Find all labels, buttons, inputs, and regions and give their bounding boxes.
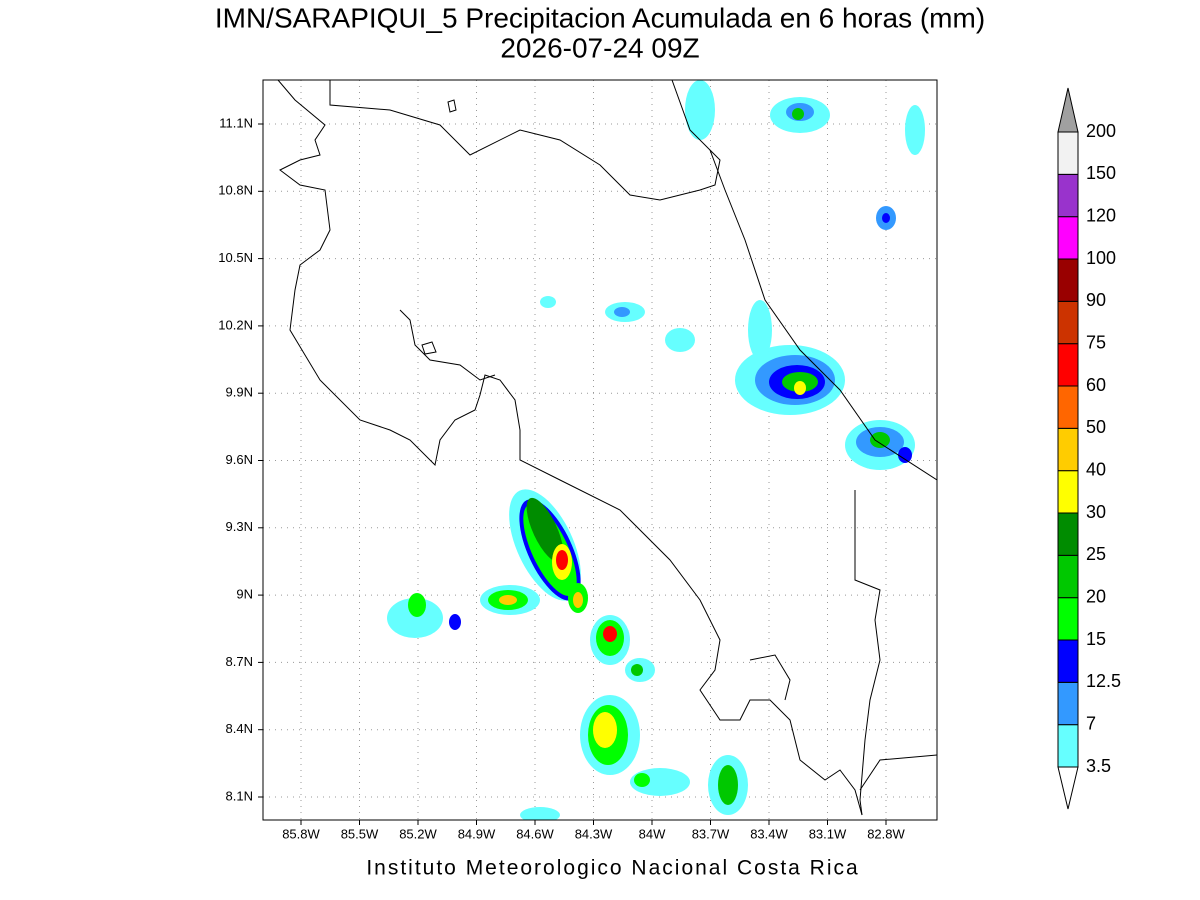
- lon-label: 84.9W: [458, 826, 496, 841]
- coastlines: [277, 80, 937, 816]
- colorbar-segment: [1057, 681, 1079, 726]
- grid: 85.8W 85.5W 85.2W 84.9W 84.6W 84.3W 84W 83.7W 83…: [218, 80, 937, 841]
- lon-label: 85.5W: [341, 826, 379, 841]
- colorbar-label: 100: [1086, 248, 1116, 268]
- colorbar-segment: [1057, 343, 1079, 387]
- subtitle: 2026-07-24 09Z: [500, 32, 699, 63]
- colorbar-label: 50: [1086, 417, 1106, 437]
- lon-label: 83.7W: [692, 826, 730, 841]
- lat-label: 8.4N: [226, 721, 253, 736]
- colorbar-segment: [1057, 131, 1079, 175]
- lon-label: 84W: [639, 826, 666, 841]
- colorbar-segment: [1057, 639, 1079, 683]
- footer: Instituto Meteorologico Nacional Costa R…: [366, 857, 859, 880]
- lat-label: 9N: [236, 587, 253, 602]
- lon-label: 84.6W: [516, 826, 554, 841]
- colorbar-segment: [1057, 173, 1079, 218]
- lat-label: 9.3N: [226, 519, 253, 534]
- colorbar-label: 75: [1086, 332, 1106, 352]
- lat-label: 8.1N: [226, 788, 253, 803]
- lat-label: 10.5N: [218, 250, 253, 265]
- lon-label: 82.8W: [867, 826, 905, 841]
- colorbar-label: 90: [1086, 290, 1106, 310]
- lat-label: 11.1N: [219, 115, 253, 130]
- lon-label: 84.3W: [575, 826, 613, 841]
- colorbar-segment: [1057, 427, 1079, 472]
- lat-label: 8.7N: [226, 654, 253, 669]
- colorbar-label: 15: [1086, 629, 1106, 649]
- colorbar: 3.5 7 12.5 15 20 25 30 40 50 60 75 90 100 120 150 200: [1057, 87, 1121, 810]
- colorbar-over: [1057, 87, 1079, 133]
- lat-label: 10.8N: [218, 183, 253, 198]
- colorbar-label: 12.5: [1086, 671, 1121, 691]
- rain-cells: [387, 80, 925, 820]
- colorbar-segment: [1057, 258, 1079, 302]
- colorbar-label: 30: [1086, 502, 1106, 522]
- colorbar-segment: [1057, 385, 1079, 429]
- colorbar-label: 200: [1086, 121, 1116, 141]
- colorbar-segment: [1057, 470, 1079, 514]
- lon-label: 85.2W: [399, 826, 437, 841]
- colorbar-label: 40: [1086, 459, 1106, 479]
- lon-label: 83.4W: [750, 826, 788, 841]
- lon-label: 85.8W: [282, 826, 320, 841]
- colorbar-segment: [1057, 724, 1079, 768]
- colorbar-label: 7: [1086, 713, 1096, 733]
- title: IMN/SARAPIQUI_5 Precipitacion Acumulada …: [215, 2, 985, 33]
- colorbar-segment: [1057, 554, 1079, 599]
- colorbar-segment: [1057, 597, 1079, 641]
- precipitation: [387, 80, 925, 820]
- colorbar-segment: [1057, 300, 1079, 345]
- lat-label: 9.6N: [226, 452, 253, 467]
- colorbar-label: 120: [1086, 205, 1116, 225]
- lat-label: 9.9N: [226, 385, 253, 400]
- colorbar-label: 3.5: [1086, 756, 1111, 776]
- colorbar-label: 25: [1086, 544, 1106, 564]
- lat-label: 10.2N: [218, 317, 253, 332]
- colorbar-label: 60: [1086, 375, 1106, 395]
- colorbar-under: [1057, 766, 1079, 810]
- colorbar-label: 150: [1086, 163, 1116, 183]
- colorbar-segment: [1057, 216, 1079, 260]
- colorbar-label: 20: [1086, 586, 1106, 606]
- plot-frame: [262, 79, 938, 821]
- colorbar-segment: [1057, 512, 1079, 556]
- lon-label: 83.1W: [809, 826, 847, 841]
